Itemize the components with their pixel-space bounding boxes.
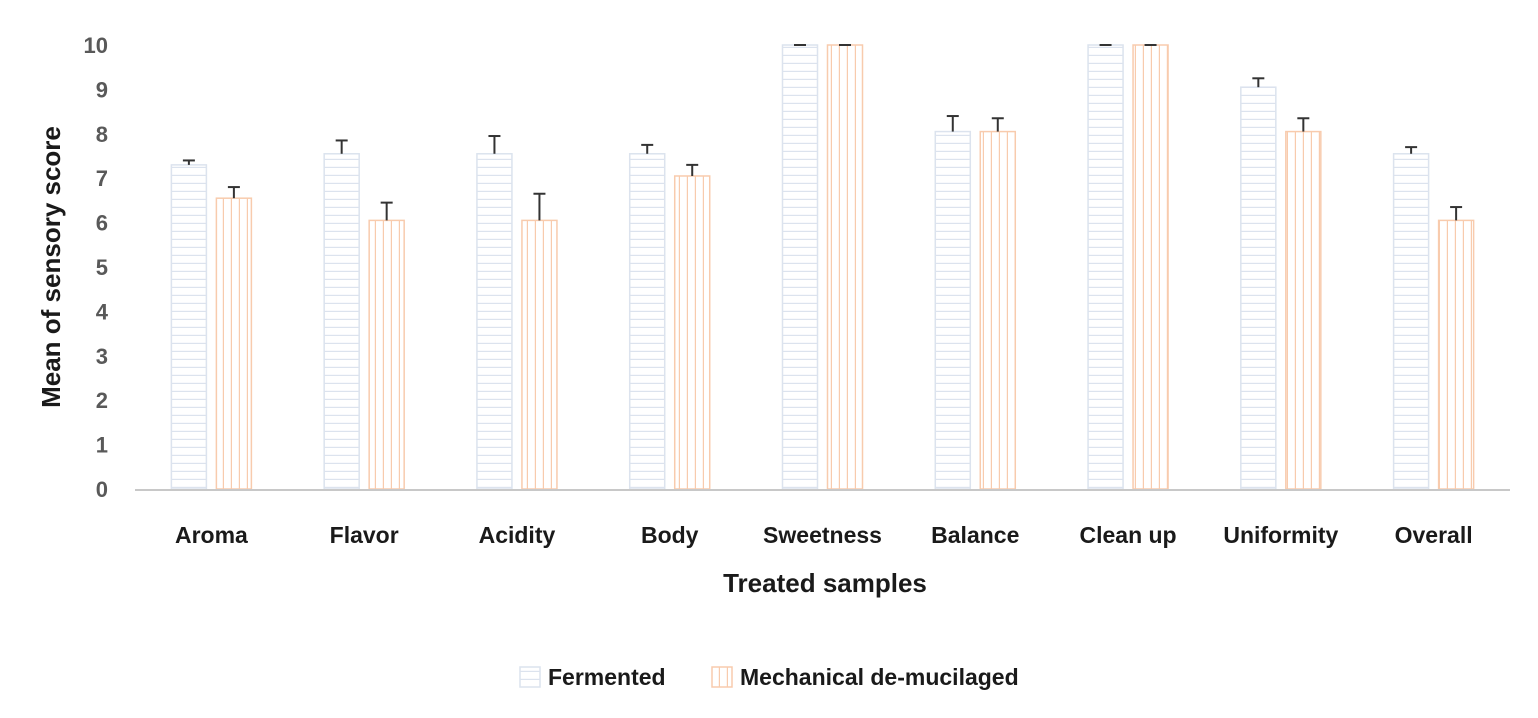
x-tick-label: Overall [1395, 522, 1473, 548]
bar-fermented-1 [323, 153, 360, 490]
bar-mechanical-4 [826, 44, 864, 490]
x-tick-label: Aroma [175, 522, 248, 548]
bar-fermented-4 [781, 44, 819, 490]
y-tick-label: 4 [96, 299, 109, 324]
legend: Fermented Mechanical de-mucilaged [519, 664, 1019, 690]
y-axis-ticks: 0 1 2 3 4 5 6 7 8 9 10 [84, 33, 109, 502]
legend-swatch-fermented [519, 666, 541, 688]
bar-fermented-8 [1392, 153, 1430, 490]
y-tick-label: 0 [96, 477, 108, 502]
x-tick-label: Uniformity [1223, 522, 1338, 548]
x-tick-label: Clean up [1079, 522, 1176, 548]
bar-mechanical-7 [1285, 130, 1322, 490]
x-tick-label: Flavor [330, 522, 399, 548]
bar-mechanical-2 [521, 219, 558, 490]
bar-mechanical-8 [1437, 219, 1475, 490]
legend-label-mechanical: Mechanical de-mucilaged [740, 664, 1019, 690]
y-tick-label: 6 [96, 211, 108, 236]
bar-mechanical-3 [673, 175, 711, 490]
bar-fermented-6 [1087, 44, 1124, 490]
bar-fermented-5 [934, 130, 972, 490]
bar-mechanical-1 [368, 219, 405, 490]
y-tick-label: 7 [96, 166, 108, 191]
y-tick-label: 5 [96, 255, 108, 280]
error-bars [182, 44, 1463, 221]
bar-fermented-3 [628, 153, 666, 490]
category-labels: Aroma Flavor Acidity Body Sweetness Balance Cl… [175, 522, 1473, 548]
y-tick-label: 2 [96, 388, 108, 413]
y-tick-label: 1 [96, 433, 108, 458]
x-tick-label: Body [641, 522, 699, 548]
y-tick-label: 10 [84, 33, 108, 58]
bar-fermented-0 [170, 164, 208, 490]
legend-swatch-mechanical [711, 666, 733, 688]
bar-mechanical-6 [1132, 44, 1169, 490]
x-tick-label: Acidity [479, 522, 556, 548]
x-tick-label: Sweetness [763, 522, 882, 548]
bar-fermented-7 [1240, 86, 1277, 490]
bar-mechanical-0 [215, 197, 253, 490]
bar-fermented-2 [476, 153, 513, 490]
y-tick-label: 3 [96, 344, 108, 369]
y-tick-label: 9 [96, 77, 108, 102]
legend-label-fermented: Fermented [548, 664, 666, 690]
bar-mechanical-5 [979, 130, 1017, 490]
bars [170, 44, 1475, 490]
y-axis-title: Mean of sensory score [36, 126, 66, 408]
x-tick-label: Balance [931, 522, 1019, 548]
y-tick-label: 8 [96, 122, 108, 147]
x-axis-title: Treated samples [723, 568, 927, 598]
